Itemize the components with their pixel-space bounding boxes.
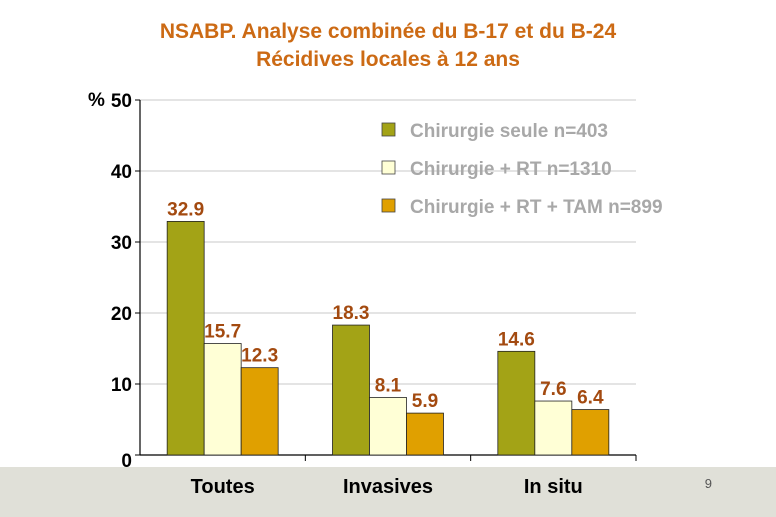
data-label: 15.7 <box>204 322 241 343</box>
data-label: 14.6 <box>498 329 535 350</box>
legend-swatch <box>381 122 396 137</box>
y-tick-label: 10 <box>111 375 132 396</box>
data-label: 7.6 <box>540 379 566 400</box>
y-tick-label: 20 <box>111 304 132 325</box>
chart-subtitle: Récidives locales à 12 ans <box>256 48 520 71</box>
data-label: 12.3 <box>241 346 278 367</box>
bar-3 <box>406 412 444 456</box>
bar-1 <box>332 324 370 456</box>
data-label: 32.9 <box>167 199 204 220</box>
y-tick-label: 0 <box>121 451 132 472</box>
data-label: 8.1 <box>375 375 402 396</box>
legend-swatch <box>381 160 396 175</box>
data-label: 6.4 <box>577 388 604 409</box>
y-tick-label: 50 <box>111 91 132 112</box>
slide-number: 9 <box>704 476 712 491</box>
bar-1 <box>166 221 205 456</box>
bar-2 <box>534 400 573 456</box>
bar-2 <box>203 343 242 456</box>
bar-3 <box>240 367 279 456</box>
x-category-label: Toutes <box>191 476 255 498</box>
x-category-label: In situ <box>524 476 583 498</box>
legend-label: Chirurgie seule n=403 <box>410 121 608 142</box>
data-label: 18.3 <box>333 303 370 324</box>
legend-label: Chirurgie + RT + TAM n=899 <box>410 197 663 218</box>
y-tick-label: 40 <box>111 162 132 183</box>
x-category-label: Invasives <box>343 476 433 498</box>
bar-3 <box>571 409 610 456</box>
bar-1 <box>497 350 536 456</box>
data-label: 5.9 <box>412 391 438 412</box>
bar-2 <box>369 397 407 456</box>
chart-title: NSABP. Analyse combinée du B-17 et du B-… <box>159 20 617 43</box>
y-axis-label: % <box>88 90 105 111</box>
legend-swatch <box>381 198 396 213</box>
y-tick-label: 30 <box>111 233 132 254</box>
legend-label: Chirurgie + RT n=1310 <box>410 159 612 180</box>
footer-band <box>0 467 776 517</box>
